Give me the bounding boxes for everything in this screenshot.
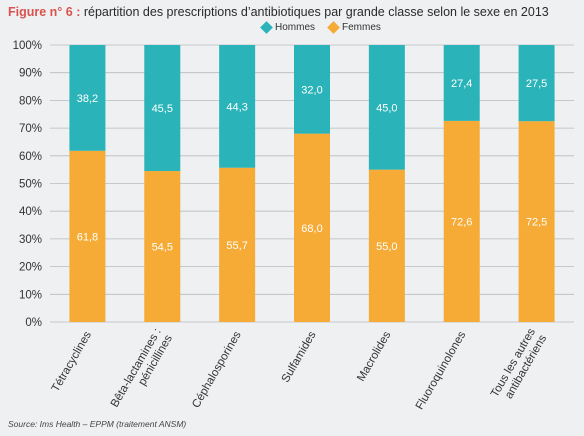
figure-label: Figure n° 6 : (8, 5, 81, 19)
y-tick-label: 90% (19, 68, 42, 80)
data-label-hommes: 27,4 (451, 78, 472, 90)
bar-femmes (368, 169, 405, 322)
bar-hommes (368, 45, 405, 170)
legend-label-femmes: Femmes (342, 22, 381, 33)
y-tick-label: 50% (19, 179, 42, 191)
data-label-femmes: 72,6 (451, 216, 472, 228)
figure-title-text: répartition des prescriptions d’antibiot… (83, 5, 549, 19)
x-category-label-line: Sulfamides (280, 329, 319, 384)
bar-hommes (219, 45, 256, 168)
bar-femmes (294, 133, 330, 322)
data-label-hommes: 44,3 (226, 101, 247, 113)
legend-item-femmes: Femmes (327, 21, 381, 34)
bar-femmes (443, 120, 480, 322)
legend: Hommes Femmes (260, 21, 381, 34)
bar-hommes (518, 45, 555, 122)
x-category-label: Tous les autresantibactériens (489, 326, 549, 406)
bar-femmes (144, 171, 181, 322)
y-tick-label: 60% (19, 151, 42, 163)
y-tick-label: 0% (25, 317, 42, 329)
x-category-label: Bêta-lactamines :pénicillines (109, 326, 175, 416)
bar-femmes (69, 150, 106, 322)
data-label-femmes: 54,5 (152, 242, 173, 254)
data-label-hommes: 27,5 (526, 78, 547, 90)
bar-hommes (443, 45, 480, 121)
x-category-label: Céphalosporines (190, 329, 244, 410)
bar-hommes (294, 45, 330, 134)
data-label-femmes: 72,5 (526, 217, 547, 229)
x-category-label: Fluoroquinolones (414, 329, 469, 412)
data-label-femmes: 68,0 (301, 223, 322, 235)
chart-title: Figure n° 6 : répartition des prescripti… (8, 5, 549, 19)
data-label-femmes: 61,8 (77, 231, 98, 243)
data-label-hommes: 32,0 (301, 84, 322, 96)
bar-hommes (69, 45, 106, 151)
y-tick-label: 100% (13, 40, 42, 52)
data-label-femmes: 55,0 (376, 241, 397, 253)
x-category-label-line: Céphalosporines (190, 329, 244, 410)
y-tick-label: 30% (19, 234, 42, 246)
bar-femmes (518, 121, 555, 322)
y-tick-label: 20% (19, 262, 42, 274)
y-tick-label: 40% (19, 206, 42, 218)
x-category-label: Sulfamides (280, 329, 319, 384)
data-label-femmes: 55,7 (226, 240, 247, 252)
legend-label-hommes: Hommes (275, 22, 316, 33)
legend-item-hommes: Hommes (260, 21, 316, 34)
data-label-hommes: 45,5 (152, 103, 173, 115)
x-category-label-line: Fluoroquinolones (414, 329, 469, 412)
bar-femmes (219, 167, 256, 322)
source-note: Source: Ims Health – EPPM (traitement AN… (8, 419, 187, 429)
x-category-label: Tétracyclines (50, 329, 94, 394)
y-tick-label: 10% (19, 289, 42, 301)
data-label-hommes: 38,2 (77, 93, 98, 105)
x-category-label-line: Tétracyclines (50, 329, 94, 394)
x-category-label-line: Macrolides (355, 329, 393, 383)
y-tick-label: 70% (19, 123, 42, 135)
data-label-hommes: 45,0 (376, 102, 397, 114)
y-tick-label: 80% (19, 95, 42, 107)
x-category-label: Macrolides (355, 329, 393, 383)
bar-hommes (144, 45, 181, 172)
